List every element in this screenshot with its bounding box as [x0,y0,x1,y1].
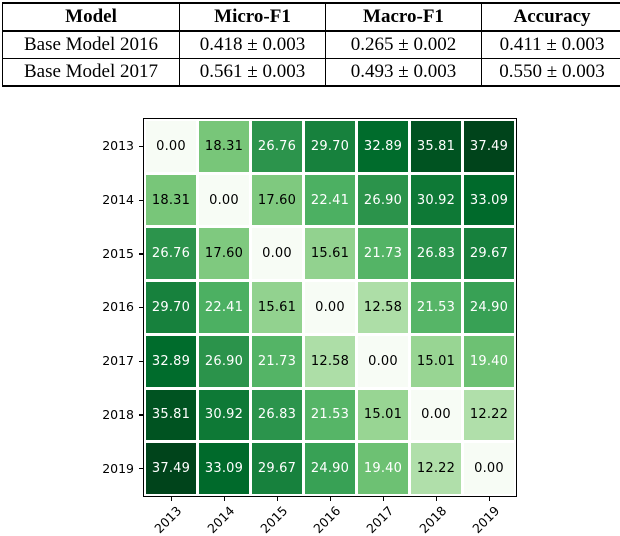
table-header-row: Model Micro-F1 Macro-F1 Accuracy [2,2,620,32]
y-axis-label-2017: 2017 [102,353,134,369]
col-header-accuracy: Accuracy [481,2,620,32]
col-header-micro-f1: Micro-F1 [179,2,326,32]
heatmap-cell-2017-2019: 19.40 [464,335,514,387]
heatmap-cell-2019-2019: 0.00 [464,443,514,494]
y-axis-label-2015: 2015 [102,245,134,261]
y-axis-label-2018: 2018 [102,406,134,422]
y-axis-label-2016: 2016 [102,299,134,315]
heatmap-cell-2019-2018: 12.22 [411,443,461,494]
heatmap-cell-2015-2016: 15.61 [305,228,355,280]
heatmap-cell-2014-2016: 22.41 [305,174,355,226]
x-axis-tick-2015 [276,497,278,501]
heatmap-cell-2014-2014: 0.00 [199,174,249,226]
y-axis-tick-2016 [139,306,143,309]
x-axis-label-2019: 2019 [469,503,503,536]
heatmap-cell-2016-2015: 15.61 [252,282,302,333]
x-axis-tick-2017 [382,497,384,501]
heatmap-cell-2019-2013: 37.49 [146,443,196,494]
model-name-cell: Base Model 2016 [2,30,180,59]
x-axis-tick-2014 [223,497,225,501]
y-axis-label-2013: 2013 [102,138,134,154]
heatmap-cell-2019-2016: 24.90 [305,443,355,494]
table-row-base-model-2016: Base Model 2016 0.418 ± 0.003 0.265 ± 0.… [2,30,620,59]
col-header-macro-f1: Macro-F1 [325,2,482,32]
heatmap-cell-2018-2015: 26.83 [252,389,302,441]
micro-f1-cell: 0.561 ± 0.003 [179,58,326,87]
x-axis-label-2014: 2014 [204,503,238,536]
heatmap-cell-2014-2015: 17.60 [252,174,302,226]
heatmap-cell-2014-2019: 33.09 [464,174,514,226]
y-axis-label-2019: 2019 [102,460,134,476]
heatmap-cell-2015-2018: 26.83 [411,228,461,280]
accuracy-cell: 0.550 ± 0.003 [481,58,620,87]
heatmap-cell-2019-2014: 33.09 [199,443,249,494]
heatmap-cell-2018-2014: 30.92 [199,389,249,441]
heatmap-cell-2017-2014: 26.90 [199,335,249,387]
micro-f1-cell: 0.418 ± 0.003 [179,30,326,59]
x-axis-label-2015: 2015 [257,503,291,536]
macro-f1-cell: 0.493 ± 0.003 [325,58,482,87]
col-header-model: Model [2,2,180,32]
heatmap-cell-2017-2018: 15.01 [411,335,461,387]
heatmap-cell-2016-2017: 12.58 [358,282,408,333]
heatmap-cell-2018-2018: 0.00 [411,389,461,441]
heatmap-cell-2016-2016: 0.00 [305,282,355,333]
y-axis-tick-2018 [139,414,143,416]
x-axis-tick-2013 [170,497,172,501]
heatmap-cell-2019-2017: 19.40 [358,443,408,494]
table-row-base-model-2017: Base Model 2017 0.561 ± 0.003 0.493 ± 0.… [2,58,620,87]
y-axis-tick-2017 [139,360,143,362]
y-axis-label-2014: 2014 [102,192,134,208]
heatmap-cell-2016-2013: 29.70 [146,282,196,333]
heatmap-cell-2013-2018: 35.81 [411,121,461,172]
y-axis-tick-2013 [139,145,143,148]
y-axis-tick-2015 [139,253,143,255]
heatmap-cell-2017-2017: 0.00 [358,335,408,387]
heatmap-cell-2017-2013: 32.89 [146,335,196,387]
heatmap-cell-2019-2015: 29.67 [252,443,302,494]
heatmap-cell-2013-2016: 29.70 [305,121,355,172]
macro-f1-cell: 0.265 ± 0.002 [325,30,482,59]
y-axis-tick-2014 [139,199,143,201]
heatmap-cell-2015-2015: 0.00 [252,228,302,280]
heatmap-cell-2018-2016: 21.53 [305,389,355,441]
heatmap-cell-2015-2017: 21.73 [358,228,408,280]
heatmap-cell-2013-2015: 26.76 [252,121,302,172]
heatmap-cell-2018-2017: 15.01 [358,389,408,441]
heatmap-cell-2013-2014: 18.31 [199,121,249,172]
x-axis-label-2016: 2016 [310,503,344,536]
x-axis-label-2017: 2017 [363,503,397,536]
heatmap-cell-2018-2019: 12.22 [464,389,514,441]
heatmap-cell-2013-2013: 0.00 [146,121,196,172]
heatmap-cell-2017-2015: 21.73 [252,335,302,387]
y-axis-tick-2019 [139,468,143,470]
heatmap-plot-area: 0.00 18.31 26.76 29.70 32.89 35.81 37.49 18.31 0… [143,118,517,497]
heatmap-cell-2013-2017: 32.89 [358,121,408,172]
accuracy-cell: 0.411 ± 0.003 [481,30,620,59]
heatmap-cell-2013-2019: 37.49 [464,121,514,172]
heatmap-cell-2016-2019: 24.90 [464,282,514,333]
heatmap-cell-2015-2014: 17.60 [199,228,249,280]
x-axis-label-2013: 2013 [151,503,185,536]
model-name-cell: Base Model 2017 [2,58,180,87]
x-axis-tick-2016 [329,497,331,501]
x-axis-tick-2018 [435,497,437,501]
heatmap-cell-2017-2016: 12.58 [305,335,355,387]
x-axis-tick-2019 [488,497,490,501]
heatmap-cell-2016-2014: 22.41 [199,282,249,333]
results-table: Model Micro-F1 Macro-F1 Accuracy Base Mo… [2,2,620,87]
heatmap-cell-2014-2017: 26.90 [358,174,408,226]
heatmap-cell-2014-2018: 30.92 [411,174,461,226]
heatmap-cell-2016-2018: 21.53 [411,282,461,333]
heatmap-cell-2015-2019: 29.67 [464,228,514,280]
heatmap-cell-2015-2013: 26.76 [146,228,196,280]
x-axis-label-2018: 2018 [416,503,450,536]
heatmap-cell-2018-2013: 35.81 [146,389,196,441]
heatmap-cell-2014-2013: 18.31 [146,174,196,226]
